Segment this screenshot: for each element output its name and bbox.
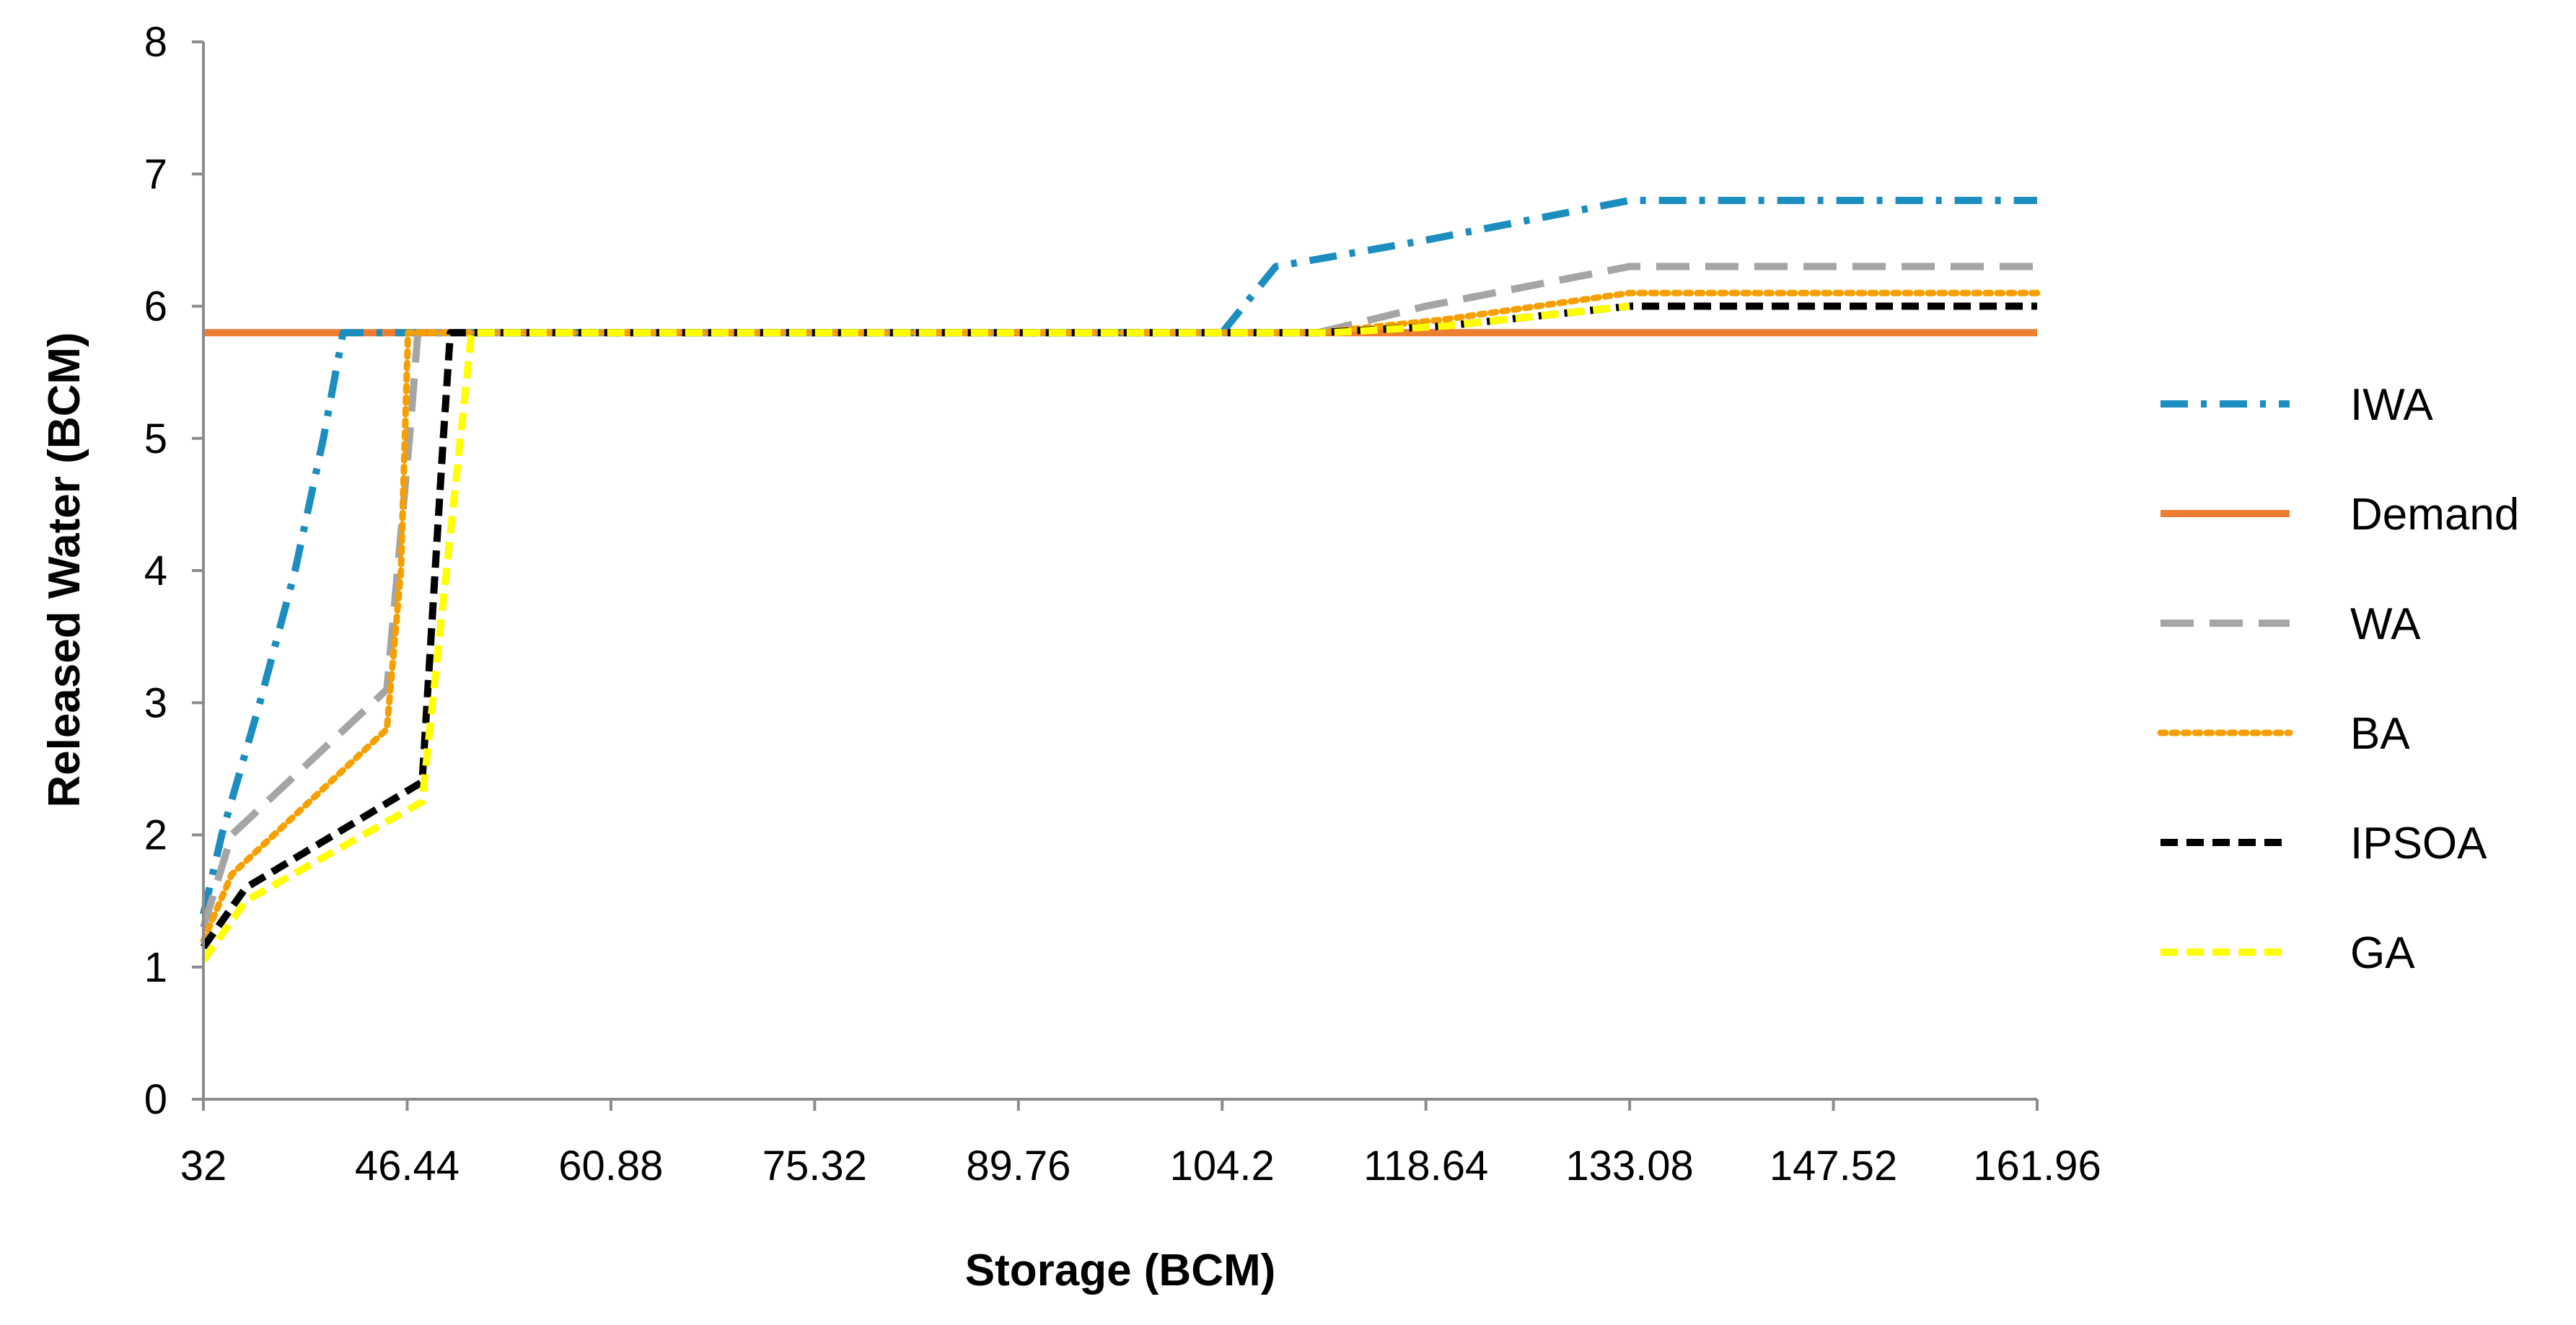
y-tick-label: 0 bbox=[144, 1076, 167, 1123]
x-tick-label: 32 bbox=[180, 1143, 227, 1189]
x-axis-title: Storage (BCM) bbox=[965, 1246, 1276, 1295]
x-tick-label: 161.96 bbox=[1973, 1143, 2101, 1189]
x-tick-label: 89.76 bbox=[966, 1143, 1071, 1189]
x-tick-label: 118.64 bbox=[1363, 1143, 1488, 1189]
legend-label-ga: GA bbox=[2350, 928, 2415, 978]
legend-label-wa: WA bbox=[2350, 599, 2421, 649]
x-tick-label: 75.32 bbox=[762, 1143, 867, 1189]
series-line-ipsoa bbox=[200, 302, 2037, 950]
legend-label-demand: Demand bbox=[2350, 490, 2519, 540]
x-tick-label: 133.08 bbox=[1565, 1143, 1693, 1189]
y-tick-label: 5 bbox=[144, 415, 167, 462]
x-tick-label: 104.2 bbox=[1170, 1143, 1275, 1189]
plot-series-layer bbox=[200, 196, 2041, 963]
series-line-iwa bbox=[200, 196, 2037, 915]
y-tick-label: 3 bbox=[144, 679, 167, 726]
legend: IWA Demand WA BA IPSOA GA bbox=[2157, 380, 2519, 978]
y-tick-label: 6 bbox=[144, 283, 167, 330]
legend-label-ba: BA bbox=[2350, 709, 2410, 759]
y-tick-label: 1 bbox=[144, 944, 167, 991]
series-line-ba bbox=[200, 289, 2041, 944]
y-tick-label: 4 bbox=[144, 547, 167, 594]
x-tick-label: 60.88 bbox=[558, 1143, 663, 1189]
x-tick-label: 147.52 bbox=[1770, 1143, 1897, 1189]
y-tick-label: 8 bbox=[144, 19, 167, 66]
series-line-ga bbox=[200, 302, 1630, 963]
y-tick-label: 2 bbox=[144, 812, 167, 859]
ticks-layer: 0 1 2 3 4 5 6 7 8 32 46.44 60.88 75.32 89.76 104.2 118.… bbox=[144, 19, 2101, 1189]
x-tick-label: 46.44 bbox=[355, 1143, 460, 1189]
legend-label-iwa: IWA bbox=[2350, 380, 2433, 430]
series-line-wa bbox=[200, 263, 2037, 929]
y-tick-label: 7 bbox=[144, 151, 167, 198]
legend-label-ipsoa: IPSOA bbox=[2350, 819, 2487, 868]
y-axis-title: Released Water (BCM) bbox=[40, 332, 89, 807]
